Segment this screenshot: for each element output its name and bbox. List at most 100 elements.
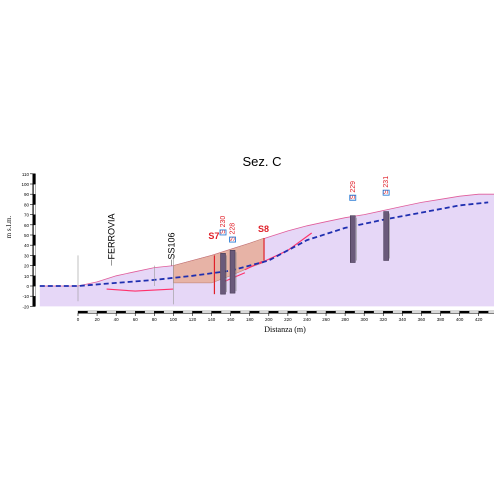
groundwater-line <box>39 201 489 287</box>
x-scale-segment <box>240 310 250 314</box>
borehole-label: S 230 <box>220 216 227 234</box>
terrain-layer <box>39 193 494 307</box>
y-tick-label: -20 <box>22 304 29 309</box>
x-scale-segment <box>192 310 203 314</box>
x-tick-label: 100 <box>170 317 178 322</box>
x-tick-label: 260 <box>322 317 330 322</box>
x-scale-segment <box>144 310 155 314</box>
x-scale-segment <box>440 310 451 314</box>
y-scale-segment <box>33 224 36 236</box>
x-tick-label: 360 <box>418 317 426 322</box>
y-tick-label: 100 <box>21 182 29 187</box>
x-scale-segment <box>354 310 365 314</box>
x-scale-segment <box>125 310 136 314</box>
x-tick-label: 320 <box>380 317 388 322</box>
x-tick-label: 340 <box>399 317 407 322</box>
borehole-column <box>229 250 236 294</box>
y-tick-label: -10 <box>22 294 29 299</box>
x-scale-segment <box>488 310 494 314</box>
y-scale-segment <box>33 183 36 195</box>
x-tick-label: 160 <box>227 317 235 322</box>
x-axis-label: Distanza (m) <box>264 325 306 334</box>
x-scale-segment <box>411 310 422 314</box>
borehole-label: S 229 <box>350 181 357 199</box>
x-scale-segment <box>201 310 212 314</box>
borehole-column <box>383 211 389 261</box>
x-scale-segment <box>364 310 374 314</box>
x-scale-segment <box>116 310 126 314</box>
y-scale-segment <box>33 265 36 276</box>
x-scale-segment <box>220 310 231 314</box>
borehole-column <box>220 253 226 295</box>
x-scale-segment <box>392 310 403 314</box>
borehole-column <box>350 215 356 263</box>
section-title: Sez. C <box>242 154 281 169</box>
x-scale-segment <box>430 310 441 314</box>
x-tick-label: 120 <box>189 317 197 322</box>
x-tick-label: 180 <box>246 317 254 322</box>
y-scale-segment <box>33 214 36 225</box>
borehole-label: S 231 <box>383 176 390 194</box>
y-scale-segment <box>33 234 36 246</box>
y-tick-label: 20 <box>24 264 30 269</box>
y-tick-label: 50 <box>24 233 30 238</box>
x-scale-segment <box>87 310 98 314</box>
x-tick-label: 40 <box>114 317 120 322</box>
x-scale-segment <box>316 310 327 314</box>
y-scale-segment <box>33 204 36 215</box>
y-scale-segment <box>33 296 36 307</box>
terrain-profile <box>39 193 494 287</box>
x-tick-label: 80 <box>152 317 158 322</box>
y-tick-label: 80 <box>24 202 30 207</box>
piezometer-icon <box>219 229 227 236</box>
y-scale-segment <box>33 245 36 256</box>
x-scale-segment <box>268 310 279 314</box>
x-scale-segment <box>421 310 432 314</box>
x-tick-label: 140 <box>208 317 216 322</box>
x-tick-label: 200 <box>265 317 273 322</box>
x-scale-segment <box>449 310 460 314</box>
x-scale-segment <box>306 310 317 314</box>
annotation-label: FERROVIA <box>106 213 116 259</box>
piezometer-icon <box>229 236 236 243</box>
x-axis: 0 20 40 60 80 100 120 140 160 180 200 220 240 260 280 3… <box>77 310 494 322</box>
x-tick-label: 220 <box>284 317 292 322</box>
x-scale-segment <box>173 310 184 314</box>
x-scale-segment <box>468 310 479 314</box>
annotation-label: SS106 <box>167 232 177 259</box>
y-tick-label: 0 <box>26 284 29 289</box>
y-tick-label: 70 <box>24 213 30 218</box>
annotations: FERROVIA SS106 <box>77 213 177 305</box>
x-tick-label: 0 <box>77 317 80 322</box>
x-scale-segment <box>135 310 145 314</box>
borehole-label: S8 <box>258 224 269 234</box>
x-tick-label: 280 <box>341 317 349 322</box>
x-scale-segment <box>459 310 470 314</box>
x-scale-segment <box>77 310 88 314</box>
borehole-label: S7 <box>208 231 219 241</box>
y-tick-label: 90 <box>24 192 30 197</box>
x-scale-segment <box>230 310 241 314</box>
y-scale-segment <box>33 275 36 287</box>
y-scale-segment <box>33 285 36 297</box>
x-tick-label: 380 <box>437 317 445 322</box>
x-scale-segment <box>259 310 269 314</box>
x-scale-segment <box>249 310 260 314</box>
y-tick-label: 60 <box>24 223 30 228</box>
x-scale-segment <box>383 310 393 314</box>
x-scale-segment <box>106 310 117 314</box>
x-scale-segment <box>96 310 107 314</box>
x-scale-segment <box>182 310 193 314</box>
y-axis: -20 -10 0 10 20 30 40 50 60 70 80 90 100 110 <box>21 172 36 309</box>
piezometer-icon <box>349 194 357 201</box>
x-tick-label: 400 <box>456 317 464 322</box>
y-tick-label: 110 <box>22 172 30 177</box>
x-tick-label: 60 <box>133 317 139 322</box>
x-tick-label: 20 <box>95 317 101 322</box>
x-scale-segment <box>344 310 355 314</box>
x-scale-segment <box>211 310 222 314</box>
boreholes: S7S 230 S 228 S8 S 229 S 231 <box>208 176 390 295</box>
x-tick-label: 240 <box>303 317 311 322</box>
x-scale-segment <box>325 310 336 314</box>
